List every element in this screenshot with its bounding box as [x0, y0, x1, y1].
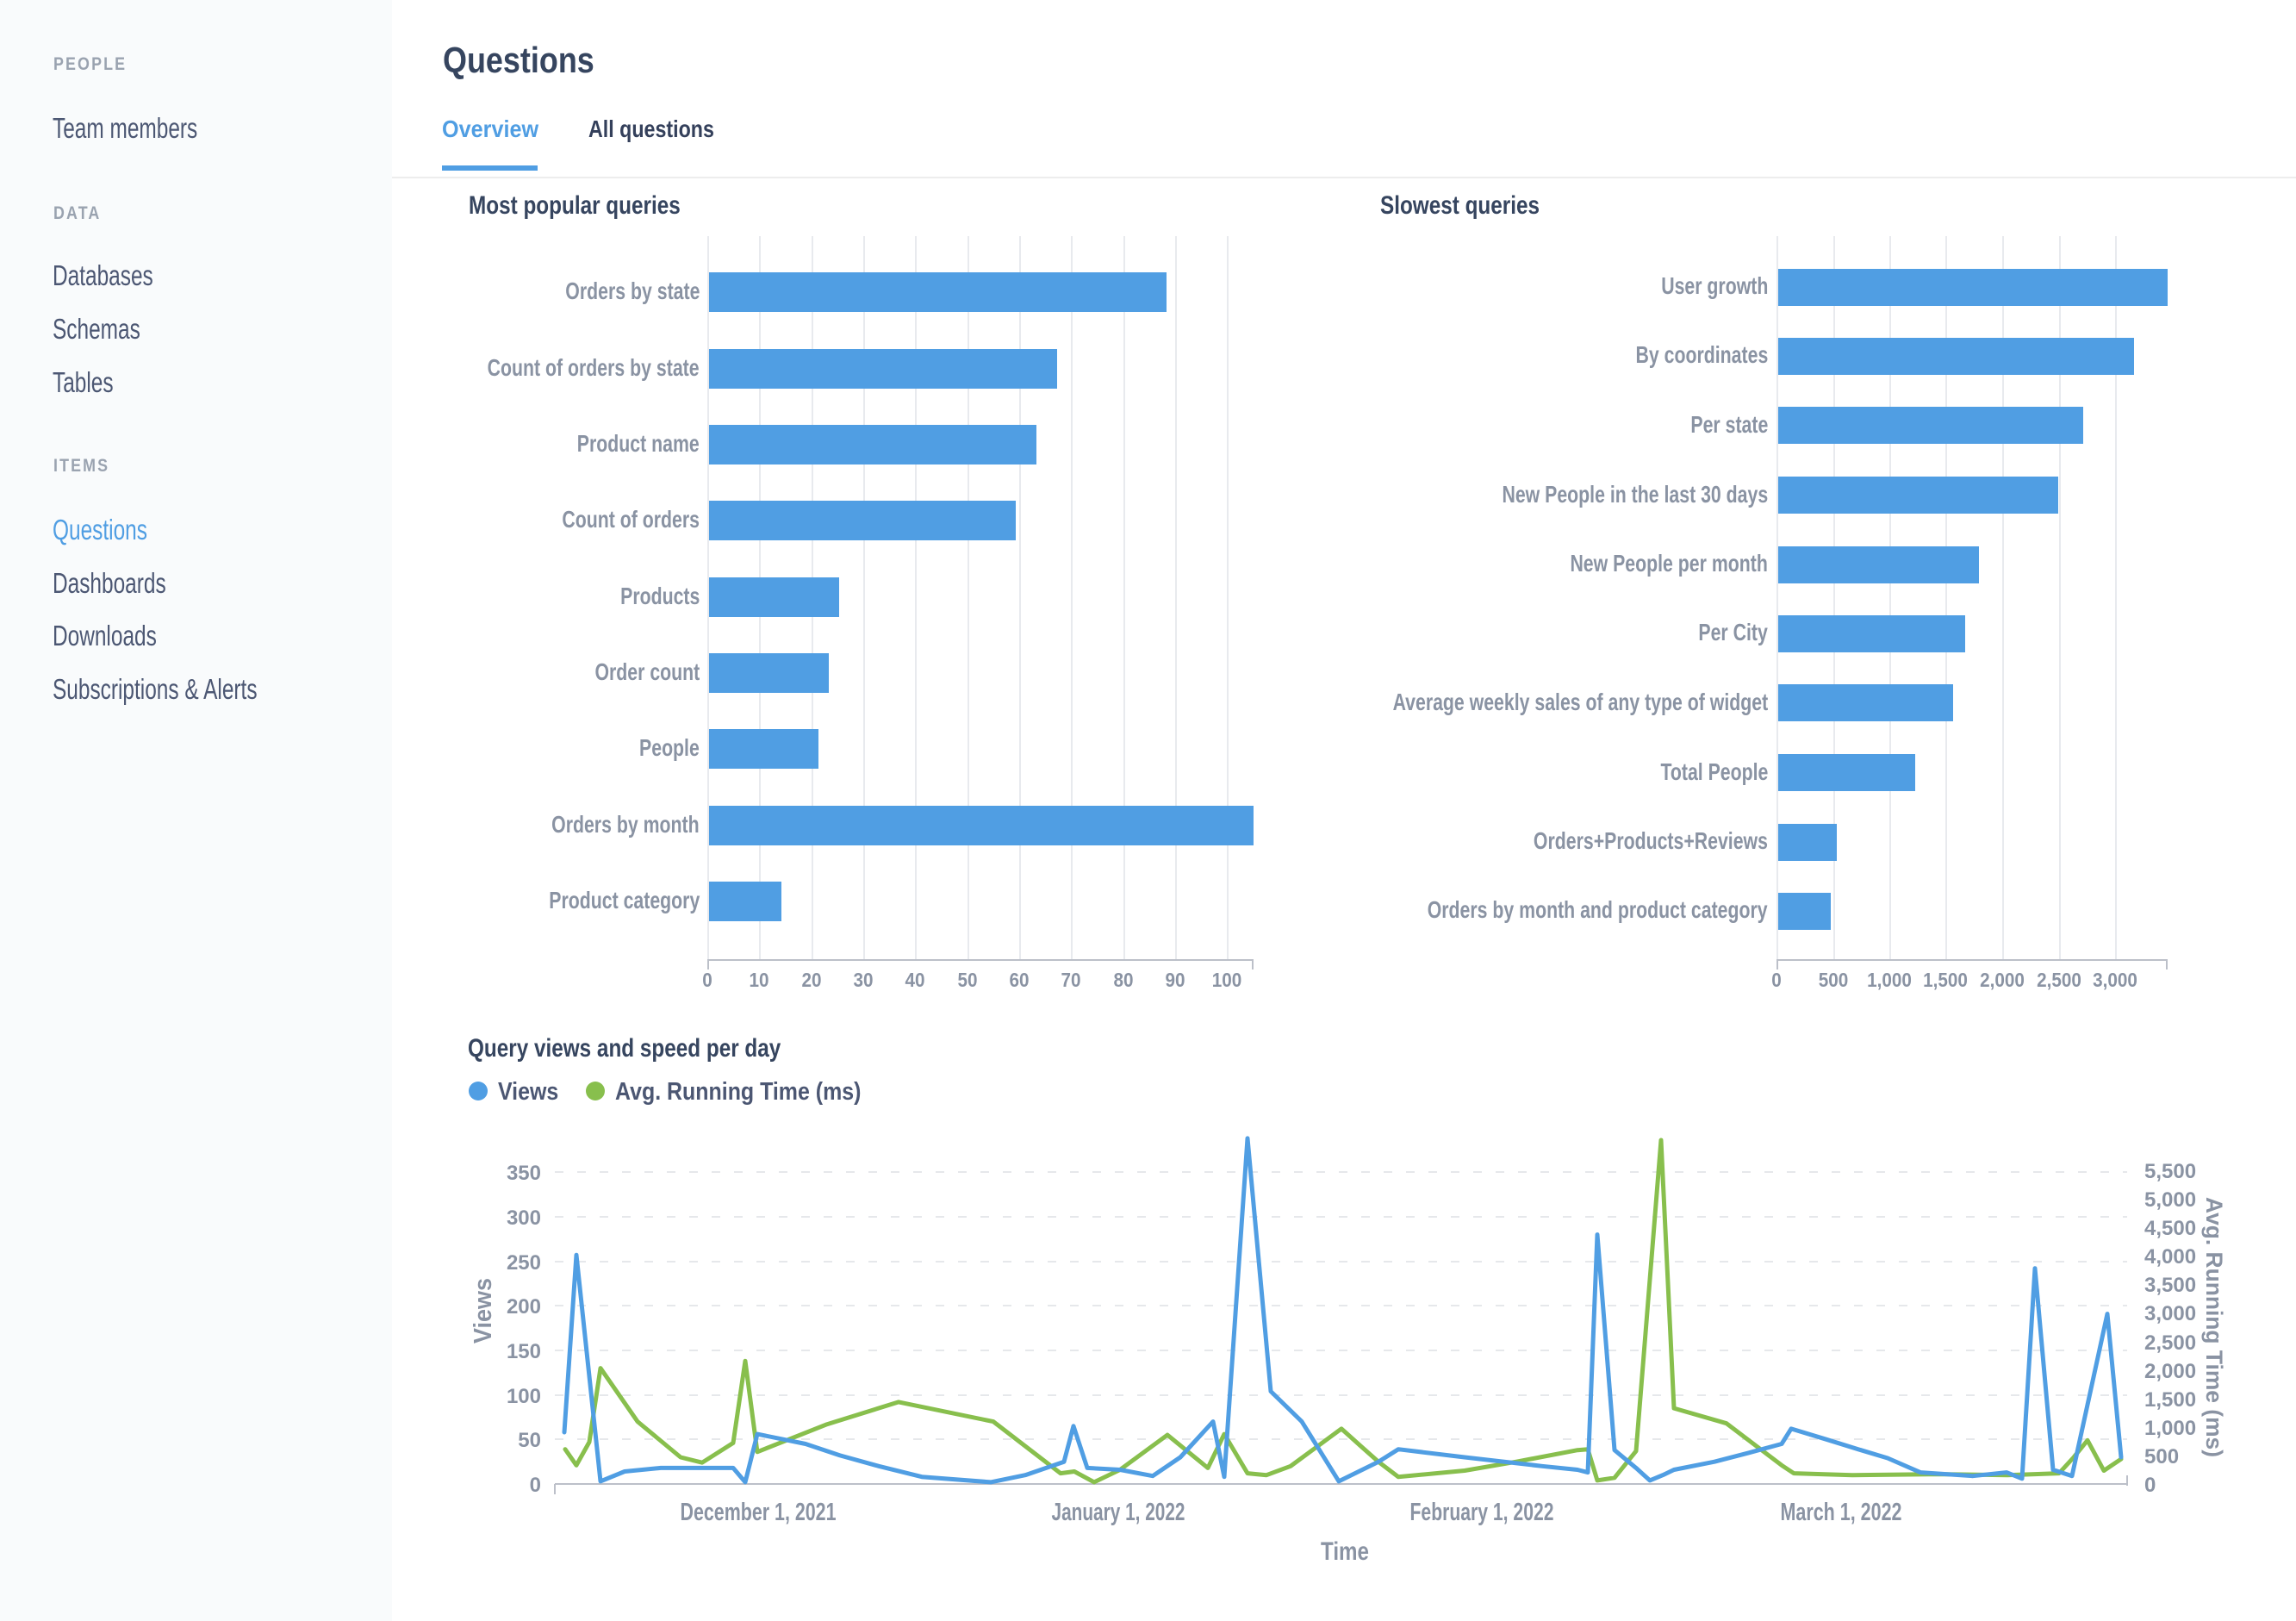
svg-text:Avg. Running Time (ms): Avg. Running Time (ms) — [2201, 1197, 2227, 1457]
svg-text:January 1, 2022: January 1, 2022 — [1052, 1499, 1185, 1526]
svg-text:1,000: 1,000 — [2144, 1417, 2196, 1440]
svg-text:5,500: 5,500 — [2144, 1160, 2196, 1183]
svg-text:500: 500 — [2144, 1445, 2179, 1468]
svg-text:200: 200 — [507, 1295, 541, 1319]
svg-text:50: 50 — [518, 1429, 541, 1452]
svg-text:2,000: 2,000 — [2144, 1360, 2196, 1383]
svg-text:3,500: 3,500 — [2144, 1274, 2196, 1297]
svg-text:4,000: 4,000 — [2144, 1245, 2196, 1269]
svg-text:4,500: 4,500 — [2144, 1217, 2196, 1240]
svg-text:December 1, 2021: December 1, 2021 — [681, 1499, 837, 1526]
svg-text:300: 300 — [507, 1206, 541, 1230]
svg-text:250: 250 — [507, 1251, 541, 1275]
svg-text:350: 350 — [507, 1162, 541, 1185]
svg-text:0: 0 — [2144, 1474, 2156, 1497]
svg-text:100: 100 — [507, 1385, 541, 1408]
svg-text:1,500: 1,500 — [2144, 1388, 2196, 1412]
svg-text:3,000: 3,000 — [2144, 1302, 2196, 1325]
svg-text:March 1, 2022: March 1, 2022 — [1781, 1499, 1902, 1526]
svg-text:February 1, 2022: February 1, 2022 — [1410, 1499, 1554, 1526]
svg-text:5,000: 5,000 — [2144, 1188, 2196, 1212]
svg-text:2,500: 2,500 — [2144, 1331, 2196, 1355]
svg-text:Time: Time — [1321, 1537, 1369, 1566]
svg-text:0: 0 — [530, 1474, 541, 1497]
svg-text:150: 150 — [507, 1340, 541, 1363]
svg-text:Views: Views — [470, 1278, 497, 1344]
